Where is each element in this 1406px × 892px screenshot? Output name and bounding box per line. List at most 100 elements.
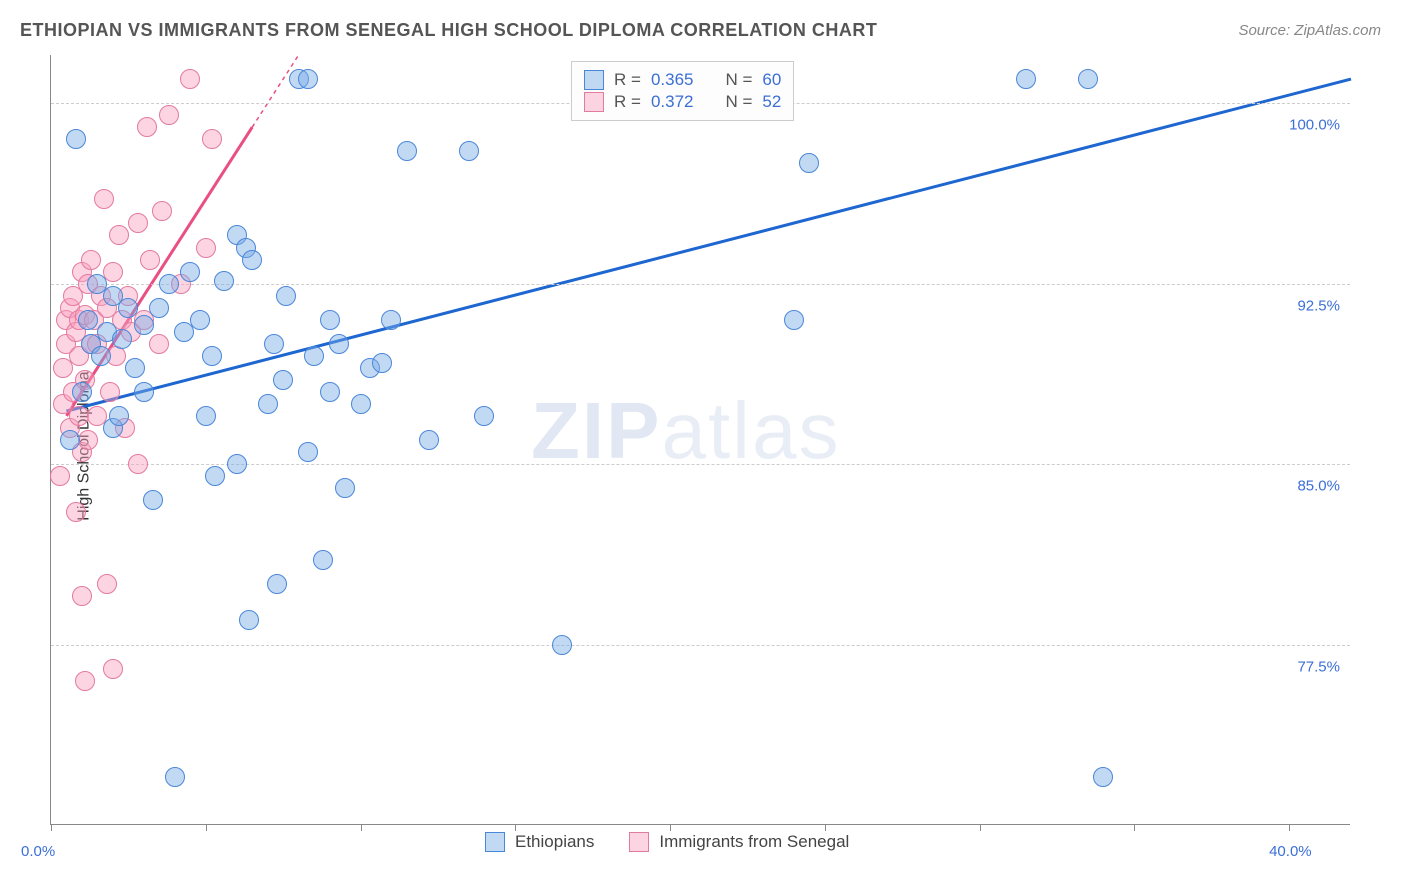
r-label: R = (614, 70, 641, 90)
ethiopians-point (149, 298, 169, 318)
ytick-label: 77.5% (1297, 658, 1340, 675)
ethiopians-point (60, 430, 80, 450)
ethiopians-point (372, 353, 392, 373)
xtick (670, 824, 671, 831)
legend-swatch (584, 92, 604, 112)
ethiopians-point (66, 129, 86, 149)
senegal-point (94, 189, 114, 209)
xtick (51, 824, 52, 831)
ethiopians-point (214, 271, 234, 291)
ethiopians-point (298, 69, 318, 89)
chart-container: ETHIOPIAN VS IMMIGRANTS FROM SENEGAL HIG… (0, 0, 1406, 892)
ethiopians-point (474, 406, 494, 426)
xtick (206, 824, 207, 831)
n-label: N = (725, 92, 752, 112)
r-value: 0.372 (651, 92, 694, 112)
ethiopians-point (134, 382, 154, 402)
ethiopians-point (320, 310, 340, 330)
ethiopians-point (1078, 69, 1098, 89)
ethiopians-point (799, 153, 819, 173)
senegal-point (109, 225, 129, 245)
ethiopians-point (335, 478, 355, 498)
stats-legend-row: R = 0.365 N = 60 (584, 70, 781, 90)
senegal-point (149, 334, 169, 354)
ethiopians-point (419, 430, 439, 450)
ethiopians-point (180, 262, 200, 282)
xtick (361, 824, 362, 831)
senegal-point (78, 430, 98, 450)
ethiopians-point (1093, 767, 1113, 787)
xtick (515, 824, 516, 831)
senegal-point (72, 586, 92, 606)
watermark-rest: atlas (661, 386, 840, 475)
xaxis-min-label: 0.0% (21, 843, 55, 860)
xtick (1289, 824, 1290, 831)
ethiopians-point (258, 394, 278, 414)
ethiopians-point (78, 310, 98, 330)
ethiopians-point (143, 490, 163, 510)
senegal-point (137, 117, 157, 137)
ethiopians-point (227, 454, 247, 474)
senegal-point (69, 406, 89, 426)
n-value: 52 (762, 92, 781, 112)
ethiopians-point (459, 141, 479, 161)
ytick-label: 85.0% (1297, 478, 1340, 495)
xtick (825, 824, 826, 831)
senegal-point (196, 238, 216, 258)
n-value: 60 (762, 70, 781, 90)
legend-swatch (629, 832, 649, 852)
ethiopians-point (304, 346, 324, 366)
r-label: R = (614, 92, 641, 112)
senegal-point (100, 382, 120, 402)
ytick-label: 100.0% (1289, 117, 1340, 134)
ethiopians-point (1016, 69, 1036, 89)
legend-swatch (584, 70, 604, 90)
ethiopians-point (242, 250, 262, 270)
ethiopians-point (397, 141, 417, 161)
ethiopians-point (381, 310, 401, 330)
ethiopians-point (91, 346, 111, 366)
ethiopians-point (273, 370, 293, 390)
ethiopians-point (202, 346, 222, 366)
senegal-point (66, 502, 86, 522)
watermark-bold: ZIP (531, 386, 661, 475)
ethiopians-point (196, 406, 216, 426)
legend-label: Ethiopians (515, 832, 594, 852)
ethiopians-point (72, 382, 92, 402)
ethiopians-point (159, 274, 179, 294)
ethiopians-point (313, 550, 333, 570)
gridline (51, 284, 1350, 285)
ethiopians-point (112, 329, 132, 349)
senegal-point (202, 129, 222, 149)
stats-legend-row: R = 0.372 N = 52 (584, 92, 781, 112)
xtick (1134, 824, 1135, 831)
ethiopians-point (165, 767, 185, 787)
senegal-point (128, 454, 148, 474)
senegal-point (128, 213, 148, 233)
gridline (51, 645, 1350, 646)
r-value: 0.365 (651, 70, 694, 90)
plot-area: ZIPatlas 77.5%85.0%92.5%100.0%0.0%40.0%R… (50, 55, 1350, 825)
xaxis-max-label: 40.0% (1269, 843, 1312, 860)
ethiopians-point (784, 310, 804, 330)
senegal-point (180, 69, 200, 89)
senegal-point (159, 105, 179, 125)
ethiopians-point (552, 635, 572, 655)
stats-legend: R = 0.365 N = 60 R = 0.372 N = 52 (571, 61, 794, 121)
senegal-point (97, 574, 117, 594)
chart-title: ETHIOPIAN VS IMMIGRANTS FROM SENEGAL HIG… (20, 20, 877, 41)
ethiopians-point (125, 358, 145, 378)
ethiopians-point (264, 334, 284, 354)
source-label: Source: ZipAtlas.com (1238, 22, 1381, 39)
ethiopians-point (320, 382, 340, 402)
senegal-point (140, 250, 160, 270)
senegal-point (81, 250, 101, 270)
ethiopians-point (239, 610, 259, 630)
ethiopians-point (267, 574, 287, 594)
legend-label: Immigrants from Senegal (659, 832, 849, 852)
legend-swatch (485, 832, 505, 852)
ethiopians-point (351, 394, 371, 414)
ethiopians-point (190, 310, 210, 330)
senegal-point (103, 659, 123, 679)
n-label: N = (725, 70, 752, 90)
